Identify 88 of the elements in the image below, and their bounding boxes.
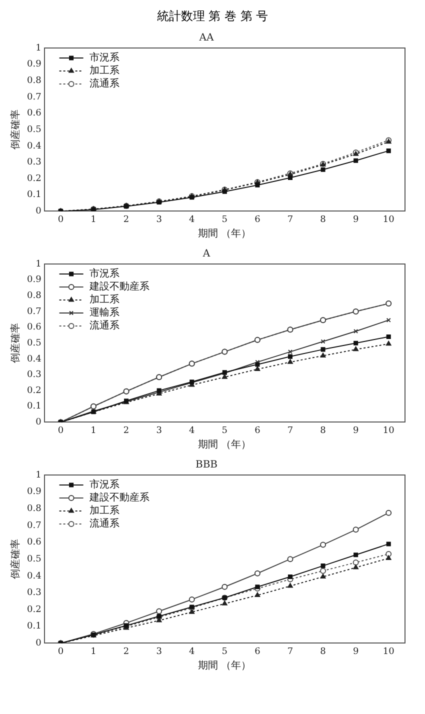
legend-label: 市況系 <box>89 52 120 64</box>
x-tick-label: 9 <box>352 426 359 436</box>
y-tick-label: 0.6 <box>26 322 42 333</box>
y-tick-label: 0 <box>36 638 42 649</box>
y-tick-label: 0.5 <box>26 124 42 135</box>
y-tick-label: 0.2 <box>26 604 42 615</box>
y-tick-label: 0.9 <box>26 60 42 70</box>
y-tick-label: 1 <box>36 259 42 270</box>
legend-label: 加工系 <box>89 294 120 306</box>
x-tick-label: 3 <box>156 426 162 436</box>
x-tick-label: 4 <box>189 646 195 657</box>
x-tick-label: 1 <box>90 646 96 657</box>
y-tick-label: 0.4 <box>26 141 42 152</box>
legend-label: 運輸系 <box>89 306 120 319</box>
x-tick-label: 5 <box>222 646 228 657</box>
legend-label: 市況系 <box>89 478 120 491</box>
chart-title: AA <box>198 32 214 44</box>
x-tick-label: 2 <box>123 646 130 657</box>
x-tick-label: 6 <box>254 426 261 436</box>
text: 統計数理 第 巻 第 号 <box>156 8 270 25</box>
x-tick-label: 8 <box>320 426 326 436</box>
x-tick-label: 2 <box>123 426 130 436</box>
x-axis-title: 期間 （年） <box>198 660 252 672</box>
x-tick-label: 9 <box>352 214 359 225</box>
y-tick-label: 0.3 <box>26 158 42 168</box>
chart-title: BBB <box>195 460 218 471</box>
x-tick-label: 10 <box>382 214 395 225</box>
y-tick-label: 0.3 <box>26 370 42 380</box>
x-tick-label: 4 <box>189 214 195 225</box>
legend-label: 流通系 <box>89 518 120 530</box>
legend-label: 加工系 <box>89 504 120 517</box>
y-axis-title: 倒産確率 <box>10 539 22 580</box>
chart-title: A <box>202 248 211 260</box>
x-tick-label: 0 <box>58 426 64 436</box>
x-tick-label: 10 <box>382 646 395 657</box>
y-tick-label: 0.6 <box>26 108 42 119</box>
y-tick-label: 0.1 <box>26 190 42 200</box>
y-tick-label: 0.1 <box>26 402 42 412</box>
y-tick-label: 0.4 <box>26 354 42 364</box>
y-tick-label: 0.7 <box>26 520 42 531</box>
y-tick-label: 0.8 <box>26 76 42 86</box>
x-tick-label: 3 <box>156 214 162 225</box>
x-axis-title: 期間 （年） <box>198 228 252 240</box>
x-tick-label: 6 <box>254 646 261 657</box>
x-tick-label: 7 <box>287 646 294 657</box>
legend-label: 加工系 <box>89 64 120 77</box>
legend-label: 建設不動産系 <box>88 280 150 293</box>
x-tick-label: 7 <box>287 426 294 436</box>
y-tick-label: 0.8 <box>26 504 42 514</box>
y-tick-label: 1 <box>36 43 42 54</box>
y-tick-label: 0.3 <box>26 588 42 598</box>
x-tick-label: 1 <box>90 426 96 436</box>
legend-label: 流通系 <box>89 78 120 90</box>
legend-label: 市況系 <box>89 268 120 280</box>
x-tick-label: 4 <box>189 426 195 436</box>
y-tick-label: 0.5 <box>26 554 42 564</box>
y-tick-label: 0.7 <box>26 92 42 102</box>
x-tick-label: 1 <box>90 214 96 225</box>
y-tick-label: 0.2 <box>26 174 42 184</box>
y-tick-label: 0.9 <box>26 487 42 498</box>
y-tick-label: 0.6 <box>26 538 42 548</box>
y-tick-label: 0.5 <box>26 338 42 348</box>
x-tick-label: 9 <box>352 646 359 657</box>
y-tick-label: 0.2 <box>26 386 42 396</box>
x-tick-label: 5 <box>222 214 228 225</box>
x-tick-label: 2 <box>123 214 130 225</box>
x-tick-label: 3 <box>156 646 162 657</box>
x-tick-label: 8 <box>320 646 326 657</box>
y-tick-label: 0.9 <box>26 275 42 286</box>
y-axis-title: 倒産確率 <box>10 110 22 150</box>
y-tick-label: 0.4 <box>26 571 42 582</box>
legend-label: 流通系 <box>89 320 120 332</box>
x-tick-label: 7 <box>287 214 294 225</box>
x-axis-title: 期間 （年） <box>198 438 252 451</box>
y-tick-label: 0 <box>36 206 42 217</box>
y-tick-label: 1 <box>36 470 42 480</box>
x-tick-label: 5 <box>222 426 228 436</box>
y-tick-label: 0.1 <box>26 622 42 632</box>
x-tick-label: 6 <box>254 214 261 225</box>
x-tick-label: 0 <box>58 646 64 657</box>
y-tick-label: 0 <box>36 418 42 428</box>
y-tick-label: 0.8 <box>26 290 42 301</box>
y-tick-label: 0.7 <box>26 306 42 317</box>
x-tick-label: 8 <box>320 214 326 225</box>
y-axis-title: 倒産確率 <box>10 323 22 364</box>
legend-label: 建設不動産系 <box>88 492 150 504</box>
x-tick-label: 10 <box>382 426 395 436</box>
x-tick-label: 0 <box>58 214 64 225</box>
